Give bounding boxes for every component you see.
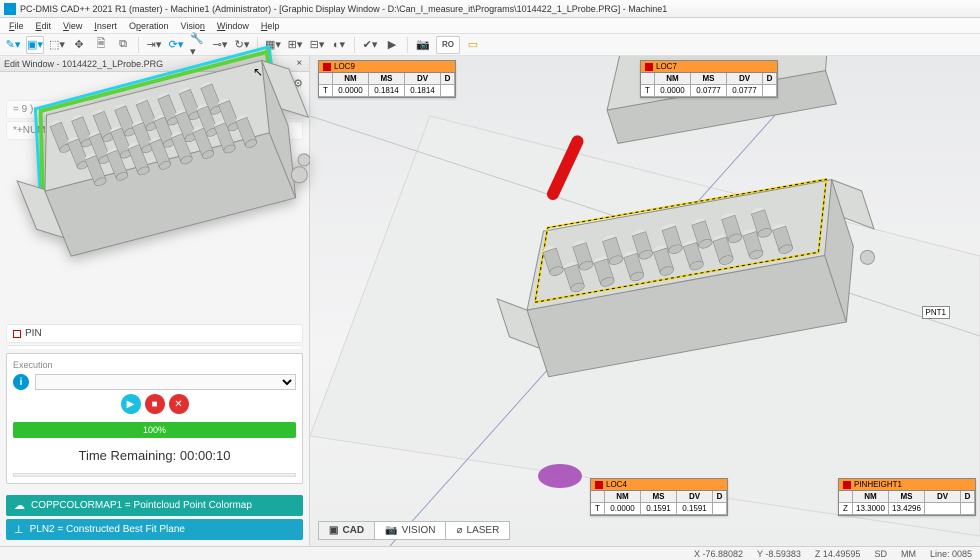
tool-pointer-icon[interactable]: ✎▾ (4, 36, 22, 54)
tool-move-icon[interactable]: ✥ (70, 36, 88, 54)
tool-orbit-icon[interactable]: ⟳▾ (167, 36, 185, 54)
status-z: Z 14.49595 (815, 549, 861, 559)
tool-box-icon[interactable]: ⬚▾ (48, 36, 66, 54)
play-button[interactable]: ▶ (121, 394, 141, 414)
tool-cube-icon[interactable]: ▣▾ (26, 36, 44, 54)
panel-title: Edit Window - 1014422_1_LProbe.PRG (4, 59, 163, 69)
viewport-tabs: ▣CAD 📷VISION ⌀LASER (318, 521, 510, 540)
menu-view[interactable]: View (58, 20, 87, 32)
execution-select[interactable] (35, 374, 296, 390)
time-remaining: Time Remaining: 00:00:10 (13, 442, 296, 469)
title-bar: PC-DMIS CAD++ 2021 R1 (master) - Machine… (0, 0, 980, 18)
strip-colormap[interactable]: ☁COPPCOLORMAP1 = Pointcloud Point Colorm… (6, 495, 303, 516)
tool-doc-icon[interactable]: 🗎 (92, 36, 110, 54)
tool-skip-icon[interactable]: ⇥▾ (145, 36, 163, 54)
tab-cad[interactable]: ▣CAD (318, 521, 375, 540)
menu-operation[interactable]: Operation (124, 20, 174, 32)
tool-play-icon[interactable]: ▶ (383, 36, 401, 54)
status-mm: MM (901, 549, 916, 559)
tool-align-icon[interactable]: ⊞▾ (286, 36, 304, 54)
tree-pin[interactable]: PIN (6, 324, 303, 343)
toolbar-sep (138, 37, 139, 53)
execution-panel: Execution i ▶ ■ ✕ 100% Time Remaining: 0… (6, 353, 303, 484)
dro-loc9[interactable]: LOC9NMMSDVDT0.00000.18140.1814 (318, 60, 456, 98)
strip-plane[interactable]: ⊥PLN2 = Constructed Best Fit Plane (6, 519, 303, 540)
tool-check-icon[interactable]: ✔▾ (361, 36, 379, 54)
tree-pinheight[interactable]: PINHEIGHT (6, 345, 303, 349)
status-bar: X -76.88082 Y -8.59383 Z 14.49595 SD MM … (0, 546, 980, 560)
tool-wrench-icon[interactable]: 🔧▾ (189, 36, 207, 54)
stop-button[interactable]: ■ (145, 394, 165, 414)
tab-laser[interactable]: ⌀LASER (446, 521, 510, 540)
sub-progress (13, 473, 296, 477)
panel-close-icon[interactable]: × (296, 58, 305, 69)
menu-window[interactable]: Window (212, 20, 254, 32)
tree-code-line[interactable]: *+NUMBER ) (6, 121, 303, 140)
program-tree[interactable]: = 9 ) *+NUMBER ) PIN PINHEIGHT ▤Dimensio… (0, 94, 309, 349)
tool-grid-icon[interactable]: ▦▾ (264, 36, 282, 54)
dro-loc7[interactable]: LOC7NMMSDVDT0.00000.07770.0777 (640, 60, 778, 98)
cad-icon: ▣ (329, 525, 338, 536)
tool-ro-button[interactable]: RO (436, 36, 460, 54)
status-line: Line: 0085 (930, 549, 972, 559)
menu-vision[interactable]: Vision (176, 20, 210, 32)
status-y: Y -8.59383 (757, 549, 801, 559)
execution-header: Execution (13, 360, 296, 370)
menu-edit[interactable]: Edit (31, 20, 57, 32)
info-icon[interactable]: i (13, 374, 29, 390)
feature-strips: ☁COPPCOLORMAP1 = Pointcloud Point Colorm… (6, 492, 303, 540)
tool-rotate-icon[interactable]: ↻▾ (233, 36, 251, 54)
menu-file[interactable]: File (4, 20, 29, 32)
cloud-icon: ☁ (14, 499, 25, 512)
tool-copy-icon[interactable]: ⧉ (114, 36, 132, 54)
progress-bar: 100% (13, 422, 296, 438)
window-title: PC-DMIS CAD++ 2021 R1 (master) - Machine… (20, 4, 667, 14)
tool-geom-icon[interactable]: ◐▾ (330, 36, 348, 54)
menu-help[interactable]: Help (256, 20, 285, 32)
point-tag[interactable]: PNT1 (922, 306, 950, 319)
status-sd: SD (874, 549, 887, 559)
main-toolbar: ✎▾ ▣▾ ⬚▾ ✥ 🗎 ⧉ ⇥▾ ⟳▾ 🔧▾ ⊸▾ ↻▾ ▦▾ ⊞▾ ⊟▾ ◐… (0, 34, 980, 56)
tool-probe-icon[interactable]: ⊸▾ (211, 36, 229, 54)
dro-loc4[interactable]: LOC4NMMSDVDT0.00000.15910.1591 (590, 478, 728, 516)
dro-pinheight1[interactable]: PINHEIGHT1NMMSDVDZ13.300013.4296 (838, 478, 976, 516)
tree-code-line[interactable]: = 9 ) (6, 100, 303, 119)
workspace: Edit Window - 1014422_1_LProbe.PRG × ⚙ =… (0, 56, 980, 546)
panel-header: Edit Window - 1014422_1_LProbe.PRG × (0, 56, 309, 72)
app-icon (4, 3, 16, 15)
status-x: X -76.88082 (694, 549, 743, 559)
edit-window-panel: Edit Window - 1014422_1_LProbe.PRG × ⚙ =… (0, 56, 310, 546)
cancel-button[interactable]: ✕ (169, 394, 189, 414)
gear-icon[interactable]: ⚙ (293, 78, 303, 90)
toolbar-sep (407, 37, 408, 53)
menu-insert[interactable]: Insert (89, 20, 122, 32)
tool-camera-icon[interactable]: 📷 (414, 36, 432, 54)
toolbar-sep (257, 37, 258, 53)
toolbar-sep (354, 37, 355, 53)
tab-vision[interactable]: 📷VISION (375, 521, 446, 540)
laser-icon: ⌀ (456, 525, 462, 536)
graphic-viewport[interactable]: PNT1 ▣CAD 📷VISION ⌀LASER LOC9NMMSDVDT0.0… (310, 56, 980, 546)
plane-icon: ⊥ (14, 523, 24, 536)
menu-bar: File Edit View Insert Operation Vision W… (0, 18, 980, 34)
tool-badge-icon[interactable]: ▭ (464, 36, 482, 54)
vision-icon: 📷 (385, 525, 397, 536)
tool-dim-icon[interactable]: ⊟▾ (308, 36, 326, 54)
scene-svg (310, 56, 980, 546)
